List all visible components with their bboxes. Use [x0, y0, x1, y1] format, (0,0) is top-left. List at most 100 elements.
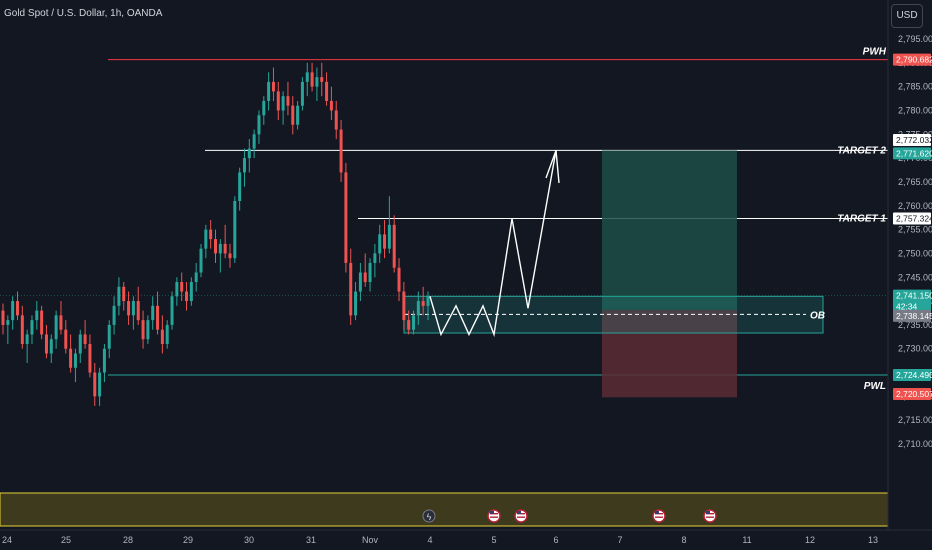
x-tick-label: 6 — [553, 535, 558, 545]
x-tick-label: 28 — [123, 535, 133, 545]
candle-body — [296, 105, 300, 125]
candle-body — [69, 348, 73, 368]
candle-body — [44, 334, 48, 354]
candle-body — [165, 324, 169, 344]
x-tick-label: 11 — [742, 535, 751, 545]
candle-body — [189, 282, 193, 302]
ob-price-tag: 2,738.145 — [896, 311, 932, 321]
y-tick-label: 2,760.000 — [898, 201, 932, 211]
candle-body — [59, 315, 63, 330]
candle-body — [349, 262, 353, 316]
lightning-glyph: ϟ — [427, 512, 432, 522]
y-tick-label: 2,765.000 — [898, 177, 932, 187]
candle-body — [271, 81, 275, 92]
candle-body — [252, 134, 256, 149]
y-tick-label: 2,730.000 — [898, 344, 932, 354]
candle-body — [175, 282, 179, 297]
y-tick-label: 2,795.000 — [898, 34, 932, 44]
candle-body — [127, 301, 131, 316]
candle-body — [334, 110, 338, 130]
us-flag-stripe — [490, 516, 498, 518]
candle-body — [78, 334, 82, 354]
candle-body — [378, 234, 382, 254]
candle-body — [204, 229, 208, 249]
y-tick-label: 2,710.000 — [898, 439, 932, 449]
candle-body — [194, 272, 198, 283]
candle-body — [363, 272, 367, 283]
candle-body — [185, 291, 189, 302]
us-flag-stripe — [655, 516, 663, 518]
x-tick-label: Nov — [362, 535, 379, 545]
candle-body — [329, 100, 333, 111]
candle-body — [11, 301, 15, 321]
candle-body — [373, 253, 377, 263]
candle-body — [151, 305, 155, 321]
candle-body — [20, 315, 24, 344]
pwh-price-tag-bg — [893, 53, 931, 66]
candle-body — [209, 229, 213, 240]
candle-body — [358, 272, 362, 292]
target1-label: TARGET 1 — [837, 214, 886, 225]
take-profit-zone — [602, 150, 737, 310]
candle-body — [233, 201, 237, 259]
target1-price-tag-bg — [893, 212, 931, 225]
stop-loss-zone — [602, 309, 737, 398]
candle-body — [392, 224, 396, 268]
projection-arrow-head — [545, 150, 560, 184]
candle-body — [107, 324, 111, 349]
x-tick-label: 4 — [427, 535, 432, 545]
chart-title: Gold Spot / U.S. Dollar, 1h, OANDA — [4, 8, 163, 19]
candle-body — [397, 267, 401, 292]
candle-body — [35, 310, 39, 321]
order-block-zone — [403, 295, 824, 334]
candle-body — [242, 158, 246, 173]
candle-body — [49, 339, 53, 354]
candle-body — [15, 301, 19, 316]
pwl-label: PWL — [864, 381, 886, 392]
currency-button[interactable]: USD — [891, 4, 923, 28]
lightning-icon — [422, 509, 436, 523]
candle-body — [315, 77, 319, 87]
candle-body — [286, 96, 290, 106]
x-tick-label: 29 — [183, 535, 193, 545]
target2-top-price-tag: 2,772.032 — [896, 135, 932, 145]
candle-body — [146, 320, 150, 340]
candle-body — [276, 91, 280, 111]
candle-body — [141, 320, 145, 340]
candle-body — [6, 320, 10, 325]
x-tick-label: 12 — [805, 535, 815, 545]
x-tick-label: 7 — [617, 535, 622, 545]
candle-body — [170, 296, 174, 325]
candle-body — [40, 310, 44, 335]
candle-body — [305, 72, 309, 82]
candle-body — [387, 224, 391, 249]
candle-body — [325, 81, 329, 101]
current-price-tag-bg — [893, 289, 931, 314]
candle-body — [180, 282, 184, 292]
bottom-indicator-band — [0, 492, 889, 527]
candle-body — [54, 315, 58, 340]
candle-body — [247, 148, 251, 159]
candle-body — [281, 96, 285, 111]
candle-body — [300, 81, 304, 106]
y-tick-label: 2,735.000 — [898, 320, 932, 330]
candle-body — [64, 329, 68, 349]
candle-body — [320, 77, 324, 82]
countdown-tag: 42:34 — [896, 302, 918, 312]
candle-body — [160, 329, 164, 344]
us-flag-stripe — [517, 516, 525, 518]
candle-body — [238, 172, 242, 202]
candle-body — [199, 248, 203, 273]
candle-body — [102, 348, 106, 373]
candle-body — [407, 320, 411, 330]
candle-body — [83, 334, 87, 344]
candle-body — [98, 372, 102, 397]
candle-body — [218, 243, 222, 254]
low-price-tag-bg — [893, 387, 931, 400]
candle-body — [421, 301, 425, 306]
candle-body — [93, 372, 97, 397]
y-tick-label: 2,715.000 — [898, 415, 932, 425]
low-price-tag: 2,720.507 — [896, 389, 932, 399]
